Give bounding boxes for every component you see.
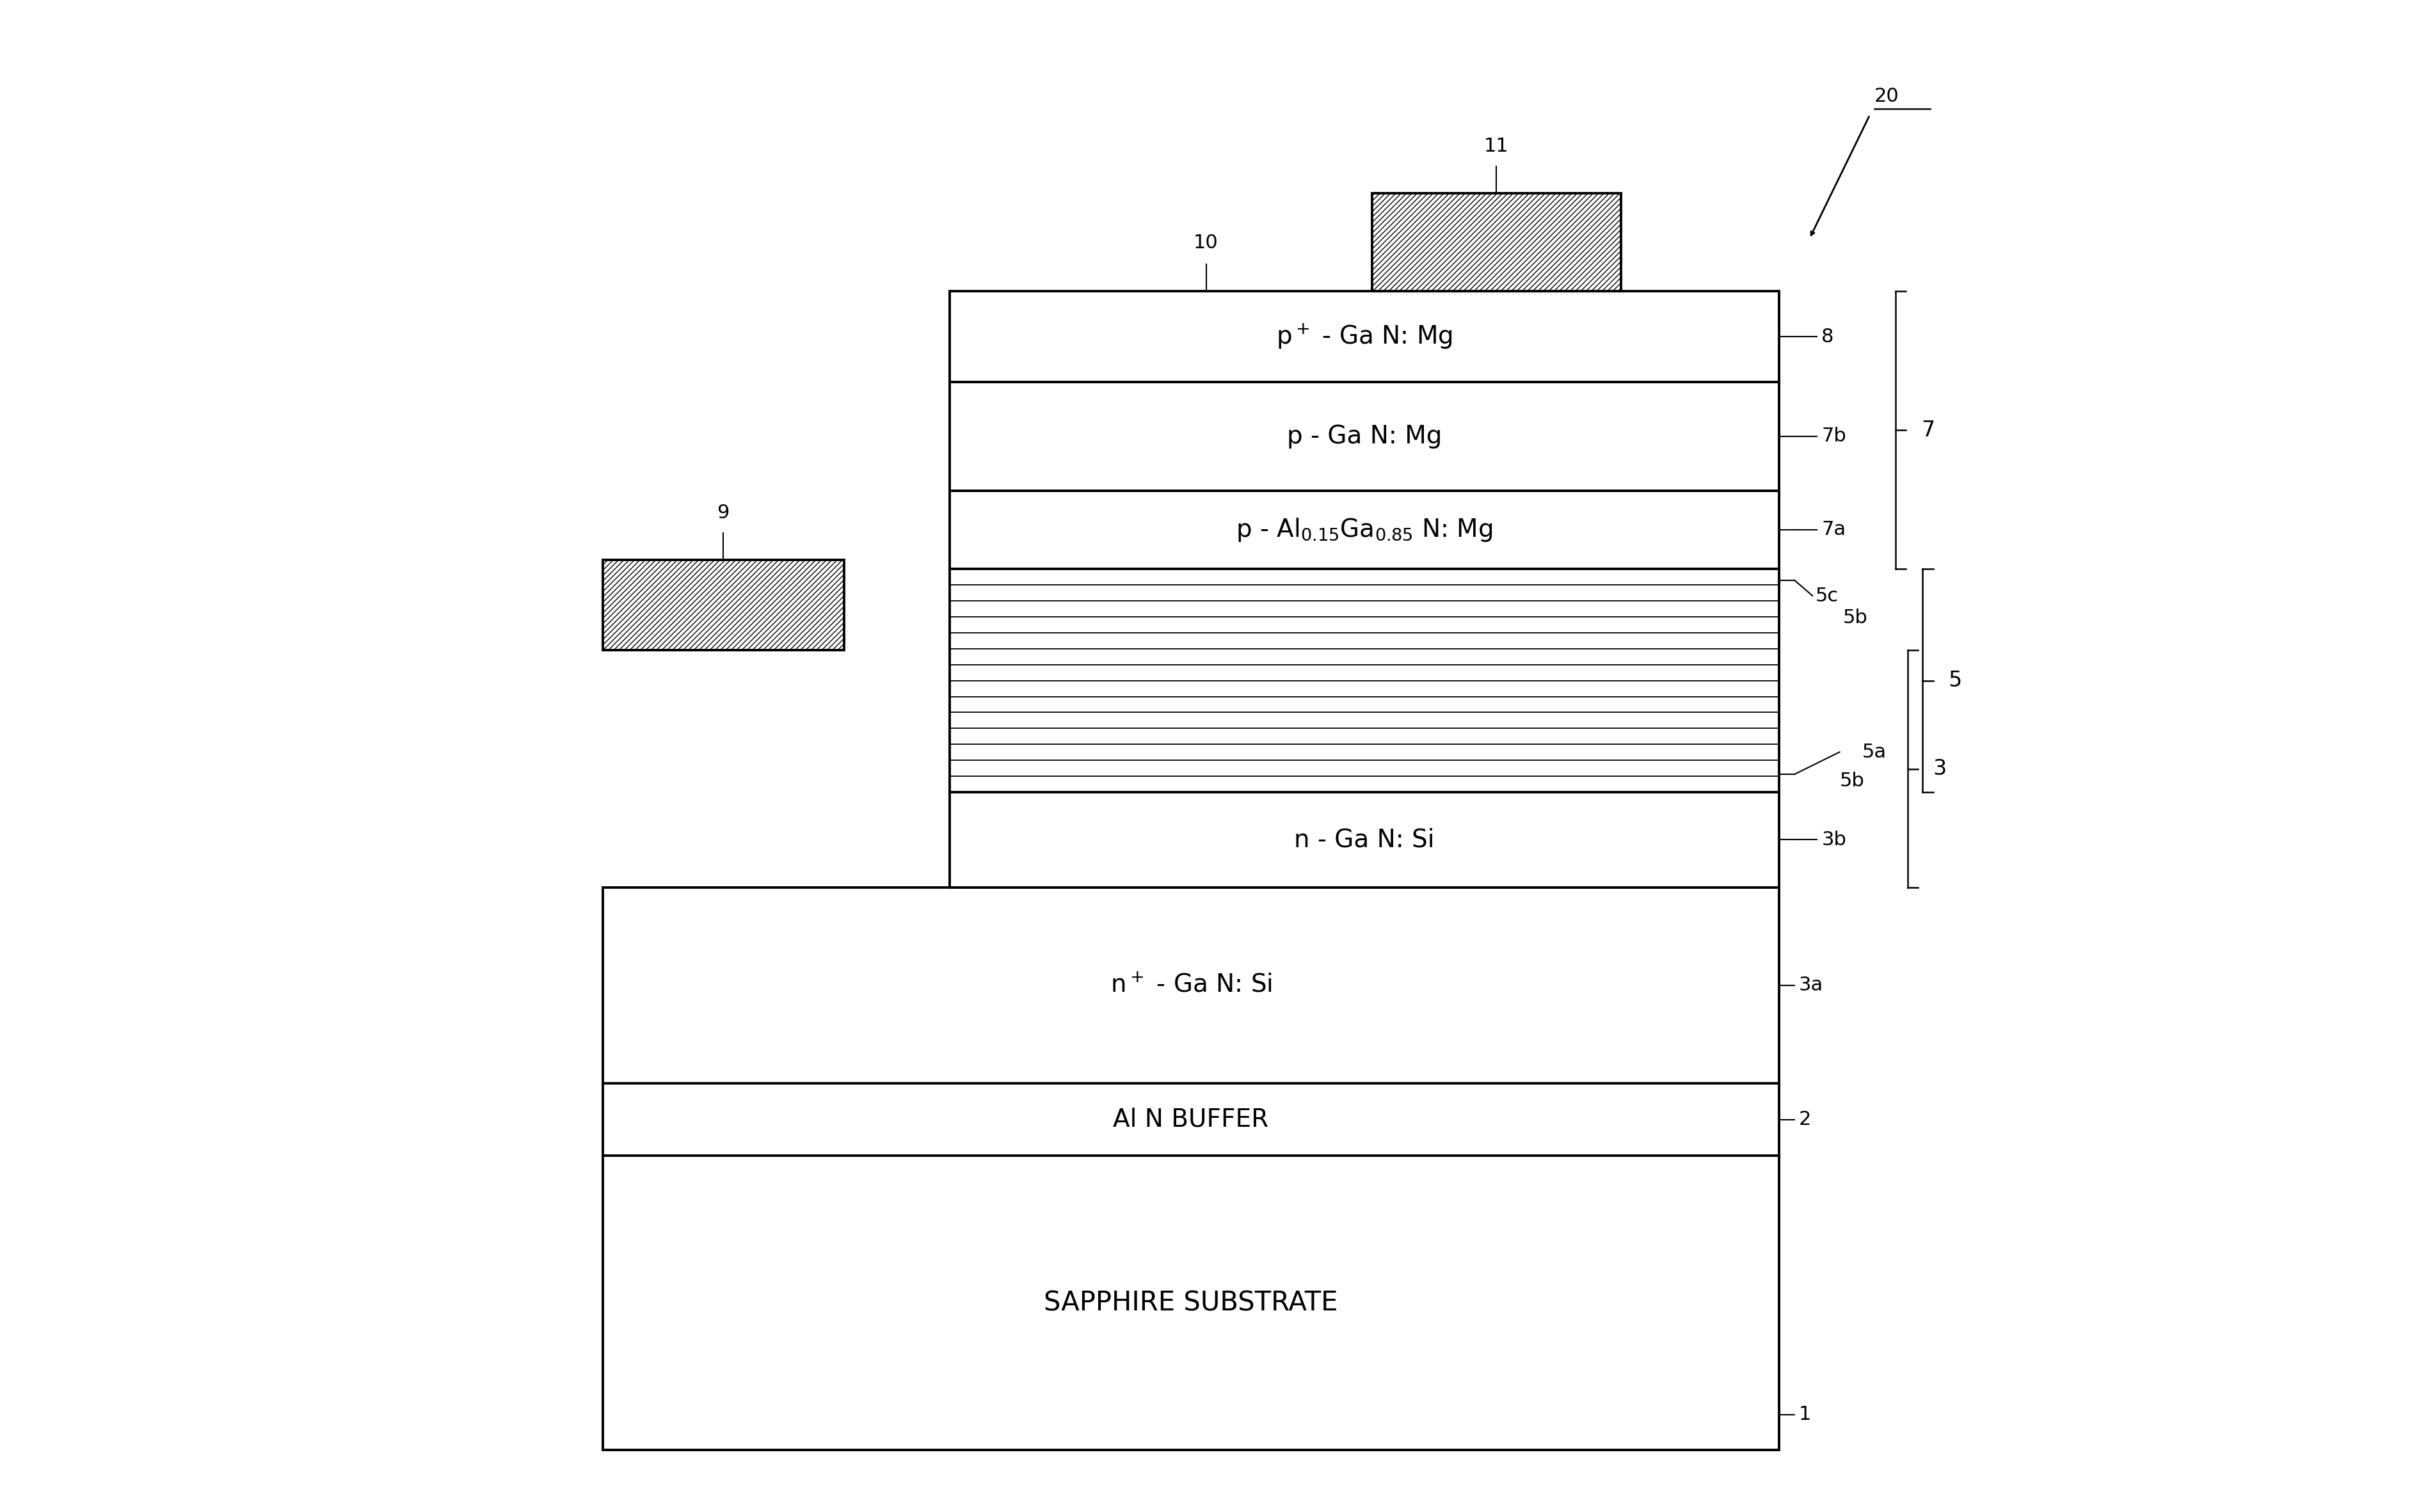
Bar xyxy=(950,383,1780,490)
Text: 5a: 5a xyxy=(1862,742,1886,762)
Text: 8: 8 xyxy=(1821,328,1833,346)
Text: 5b: 5b xyxy=(1843,609,1867,627)
Text: 2: 2 xyxy=(1799,1110,1811,1129)
Text: 1: 1 xyxy=(1799,1405,1811,1424)
Bar xyxy=(950,792,1780,888)
Text: n - Ga N: Si: n - Ga N: Si xyxy=(1295,827,1435,851)
Bar xyxy=(603,559,844,650)
Text: 11: 11 xyxy=(1483,138,1510,156)
Text: 3: 3 xyxy=(1932,758,1946,779)
Text: Al N BUFFER: Al N BUFFER xyxy=(1112,1107,1269,1131)
Text: p - Al$_{0.15}$Ga$_{0.85}$ N: Mg: p - Al$_{0.15}$Ga$_{0.85}$ N: Mg xyxy=(1235,516,1493,543)
Bar xyxy=(603,888,1780,1083)
Text: 3a: 3a xyxy=(1799,977,1823,995)
Bar xyxy=(950,569,1780,792)
Text: 9: 9 xyxy=(716,503,728,522)
Bar xyxy=(1372,194,1621,292)
Text: 7: 7 xyxy=(1920,420,1934,440)
Text: p$^+$ - Ga N: Mg: p$^+$ - Ga N: Mg xyxy=(1276,322,1452,351)
Bar xyxy=(950,292,1780,383)
Text: 5: 5 xyxy=(1949,670,1961,691)
Text: n$^+$ - Ga N: Si: n$^+$ - Ga N: Si xyxy=(1110,974,1271,998)
Text: SAPPHIRE SUBSTRATE: SAPPHIRE SUBSTRATE xyxy=(1044,1290,1339,1317)
Text: 20: 20 xyxy=(1874,88,1898,106)
Text: 3b: 3b xyxy=(1821,830,1848,850)
Text: 7b: 7b xyxy=(1821,426,1845,446)
Text: 10: 10 xyxy=(1194,234,1218,253)
Text: 5c: 5c xyxy=(1816,587,1838,605)
Text: 7a: 7a xyxy=(1821,520,1845,538)
Bar xyxy=(603,1155,1780,1450)
Bar xyxy=(603,1083,1780,1155)
Text: 5b: 5b xyxy=(1840,771,1864,791)
Text: p - Ga N: Mg: p - Ga N: Mg xyxy=(1288,423,1442,449)
Bar xyxy=(950,490,1780,569)
